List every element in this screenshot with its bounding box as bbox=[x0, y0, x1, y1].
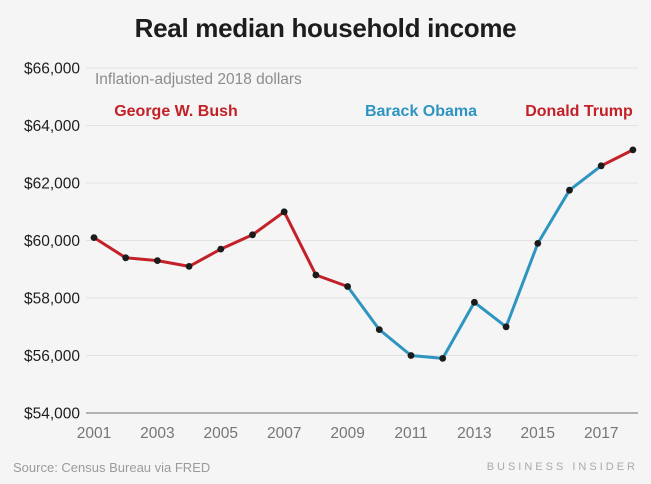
data-point-2001 bbox=[90, 234, 98, 242]
data-point-2014 bbox=[502, 323, 510, 331]
y-axis-label: $54,000 bbox=[24, 406, 80, 423]
x-axis-label: 2003 bbox=[140, 425, 174, 442]
data-point-2013 bbox=[471, 298, 478, 306]
line-segment-donald-trump bbox=[599, 148, 635, 168]
data-point-2009 bbox=[344, 283, 351, 290]
y-axis-label: $66,000 bbox=[24, 61, 80, 78]
chart-title: Real median household income bbox=[134, 13, 517, 43]
data-point-2010 bbox=[375, 326, 383, 333]
y-axis-label: $56,000 bbox=[24, 348, 80, 365]
x-axis-label: 2001 bbox=[77, 425, 111, 442]
line-segment-barack-obama bbox=[346, 164, 603, 360]
x-axis-label: 2013 bbox=[457, 425, 491, 442]
data-point-2012 bbox=[439, 355, 447, 362]
chart-subtitle: Inflation-adjusted 2018 dollars bbox=[95, 71, 302, 88]
x-axis-label: 2011 bbox=[394, 425, 427, 442]
data-point-2017 bbox=[597, 162, 605, 170]
data-point-2018 bbox=[629, 146, 637, 154]
business-insider-logo: BUSINESS INSIDER bbox=[486, 461, 638, 473]
data-point-2003 bbox=[154, 257, 161, 264]
data-point-2005 bbox=[217, 245, 225, 253]
x-axis-label: 2007 bbox=[267, 425, 301, 442]
data-point-2004 bbox=[185, 263, 193, 270]
x-axis-label: 2009 bbox=[330, 425, 364, 442]
annotation-barack-obama: Barack Obama bbox=[364, 103, 478, 120]
data-point-2016 bbox=[566, 186, 573, 194]
data-point-2011 bbox=[407, 352, 415, 359]
y-axis-label: $62,000 bbox=[24, 176, 80, 193]
y-axis-label: $58,000 bbox=[24, 291, 80, 308]
source-credit: Source: Census Bureau via FRED bbox=[13, 460, 211, 475]
data-point-2007 bbox=[280, 208, 288, 216]
data-point-2015 bbox=[534, 240, 542, 247]
data-point-2008 bbox=[312, 271, 320, 279]
y-axis-label: $60,000 bbox=[24, 233, 80, 250]
data-point-2006 bbox=[249, 231, 256, 239]
annotation-donald-trump: Donald Trump bbox=[525, 103, 633, 120]
annotation-george-w-bush: George W. Bush bbox=[114, 103, 238, 120]
x-axis-label: 2017 bbox=[584, 425, 618, 442]
x-axis-label: 2005 bbox=[204, 425, 238, 442]
data-point-2002 bbox=[122, 254, 130, 262]
y-axis-label: $64,000 bbox=[24, 118, 80, 135]
x-axis-label: 2015 bbox=[521, 425, 555, 442]
